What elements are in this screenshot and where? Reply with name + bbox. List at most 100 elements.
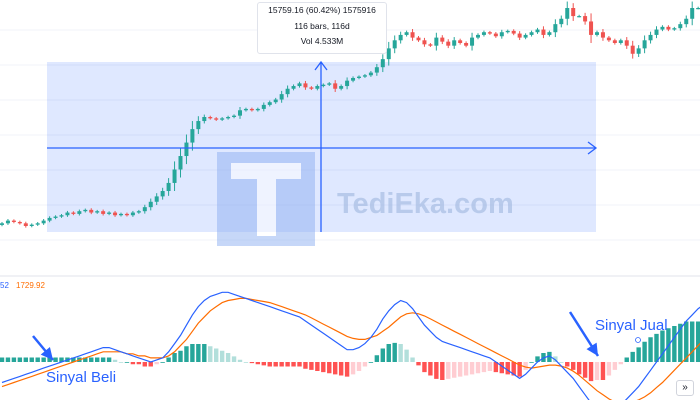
- sell-signal-arrow: [568, 311, 600, 357]
- candle-body: [273, 99, 278, 103]
- candle-body: [589, 21, 594, 35]
- histogram-bar: [0, 357, 5, 362]
- candle-body: [654, 29, 659, 35]
- histogram-bar: [368, 362, 374, 363]
- histogram-bar: [523, 362, 528, 370]
- histogram-bar: [95, 357, 100, 362]
- histogram-bar: [208, 346, 213, 362]
- measure-up-arrowhead: [314, 60, 328, 71]
- candle-body: [0, 223, 4, 225]
- candle-body: [600, 32, 605, 38]
- histogram-bar: [517, 362, 522, 377]
- candle-body: [208, 117, 213, 119]
- histogram-bar: [493, 362, 499, 373]
- histogram-bar: [475, 362, 481, 374]
- candle-body: [315, 86, 320, 89]
- candle-body: [595, 32, 599, 35]
- histogram-bar: [684, 321, 689, 362]
- histogram-bar: [106, 357, 112, 362]
- histogram-bar: [642, 341, 647, 362]
- candle-body: [351, 77, 356, 81]
- candle-body: [119, 213, 123, 216]
- candle-body: [470, 37, 475, 46]
- measure-right-arrowhead: [587, 141, 598, 155]
- histogram-bar: [23, 357, 28, 362]
- candle-body: [410, 32, 415, 38]
- macd-histogram: [0, 321, 700, 382]
- histogram-bar: [130, 362, 136, 365]
- candle-body: [160, 191, 165, 197]
- candle-body: [190, 129, 195, 143]
- histogram-bar: [136, 362, 142, 365]
- candle-body: [285, 88, 290, 95]
- candle-body: [493, 33, 498, 37]
- candle-body: [357, 76, 361, 78]
- candle-body: [249, 108, 254, 111]
- candle-body: [196, 121, 201, 130]
- histogram-bar: [499, 362, 504, 374]
- histogram-bar: [487, 362, 493, 371]
- candle-body: [535, 29, 540, 33]
- histogram-bar: [17, 357, 23, 362]
- candle-body: [238, 110, 242, 116]
- signal-value: 1729.92: [16, 281, 45, 290]
- scroll-to-realtime-button[interactable]: »: [676, 380, 694, 396]
- histogram-bar: [600, 362, 606, 380]
- candle-body: [339, 86, 344, 89]
- histogram-bar: [285, 362, 290, 367]
- histogram-bar: [404, 349, 409, 362]
- candle-body: [374, 67, 379, 73]
- histogram-bar: [267, 362, 272, 367]
- candle-body: [333, 83, 338, 89]
- candle-body: [678, 24, 683, 29]
- signal-arrows: [32, 311, 600, 361]
- candle-body: [553, 24, 558, 33]
- candle-body: [226, 117, 231, 119]
- histogram-bar: [118, 362, 124, 363]
- candle-body: [35, 223, 40, 225]
- histogram-bar: [565, 362, 570, 367]
- candle-body: [523, 34, 528, 38]
- candle-body: [464, 42, 469, 46]
- candle-body: [23, 223, 28, 226]
- histogram-bar: [457, 362, 463, 377]
- candle-body: [583, 16, 588, 22]
- histogram-bar: [47, 357, 52, 362]
- buy-signal-label: Sinyal Beli: [46, 369, 117, 386]
- candle-body: [380, 59, 385, 68]
- histogram-bar: [356, 362, 362, 371]
- histogram-bar: [624, 357, 629, 362]
- histogram-bar: [142, 362, 147, 367]
- histogram-bar: [428, 362, 433, 376]
- histogram-bar: [261, 362, 266, 366]
- candle-body: [83, 209, 88, 212]
- histogram-bar: [452, 362, 457, 378]
- candle-body: [416, 37, 421, 41]
- histogram-bar: [321, 362, 326, 373]
- candle-body: [505, 30, 510, 33]
- macd-value: 52: [0, 281, 9, 290]
- candle-body: [517, 33, 522, 38]
- candle-body: [17, 221, 22, 224]
- candle-body: [321, 84, 326, 87]
- histogram-bar: [594, 362, 600, 380]
- histogram-bar: [29, 357, 34, 362]
- histogram-bar: [529, 362, 534, 363]
- candle-body: [184, 142, 189, 157]
- histogram-bar: [410, 357, 415, 362]
- candle-body: [487, 32, 492, 34]
- candle-body: [368, 72, 373, 76]
- histogram-bar: [648, 337, 653, 362]
- candle-body: [541, 29, 546, 35]
- candle-body: [559, 18, 564, 25]
- histogram-bar: [59, 357, 64, 362]
- histogram-bar: [237, 359, 243, 362]
- histogram-bar: [416, 362, 421, 366]
- histogram-bar: [481, 362, 487, 373]
- candle-body: [481, 32, 486, 35]
- histogram-bar: [41, 357, 46, 362]
- candle-body: [684, 18, 689, 25]
- histogram-bar: [398, 344, 403, 362]
- histogram-bar: [71, 357, 76, 362]
